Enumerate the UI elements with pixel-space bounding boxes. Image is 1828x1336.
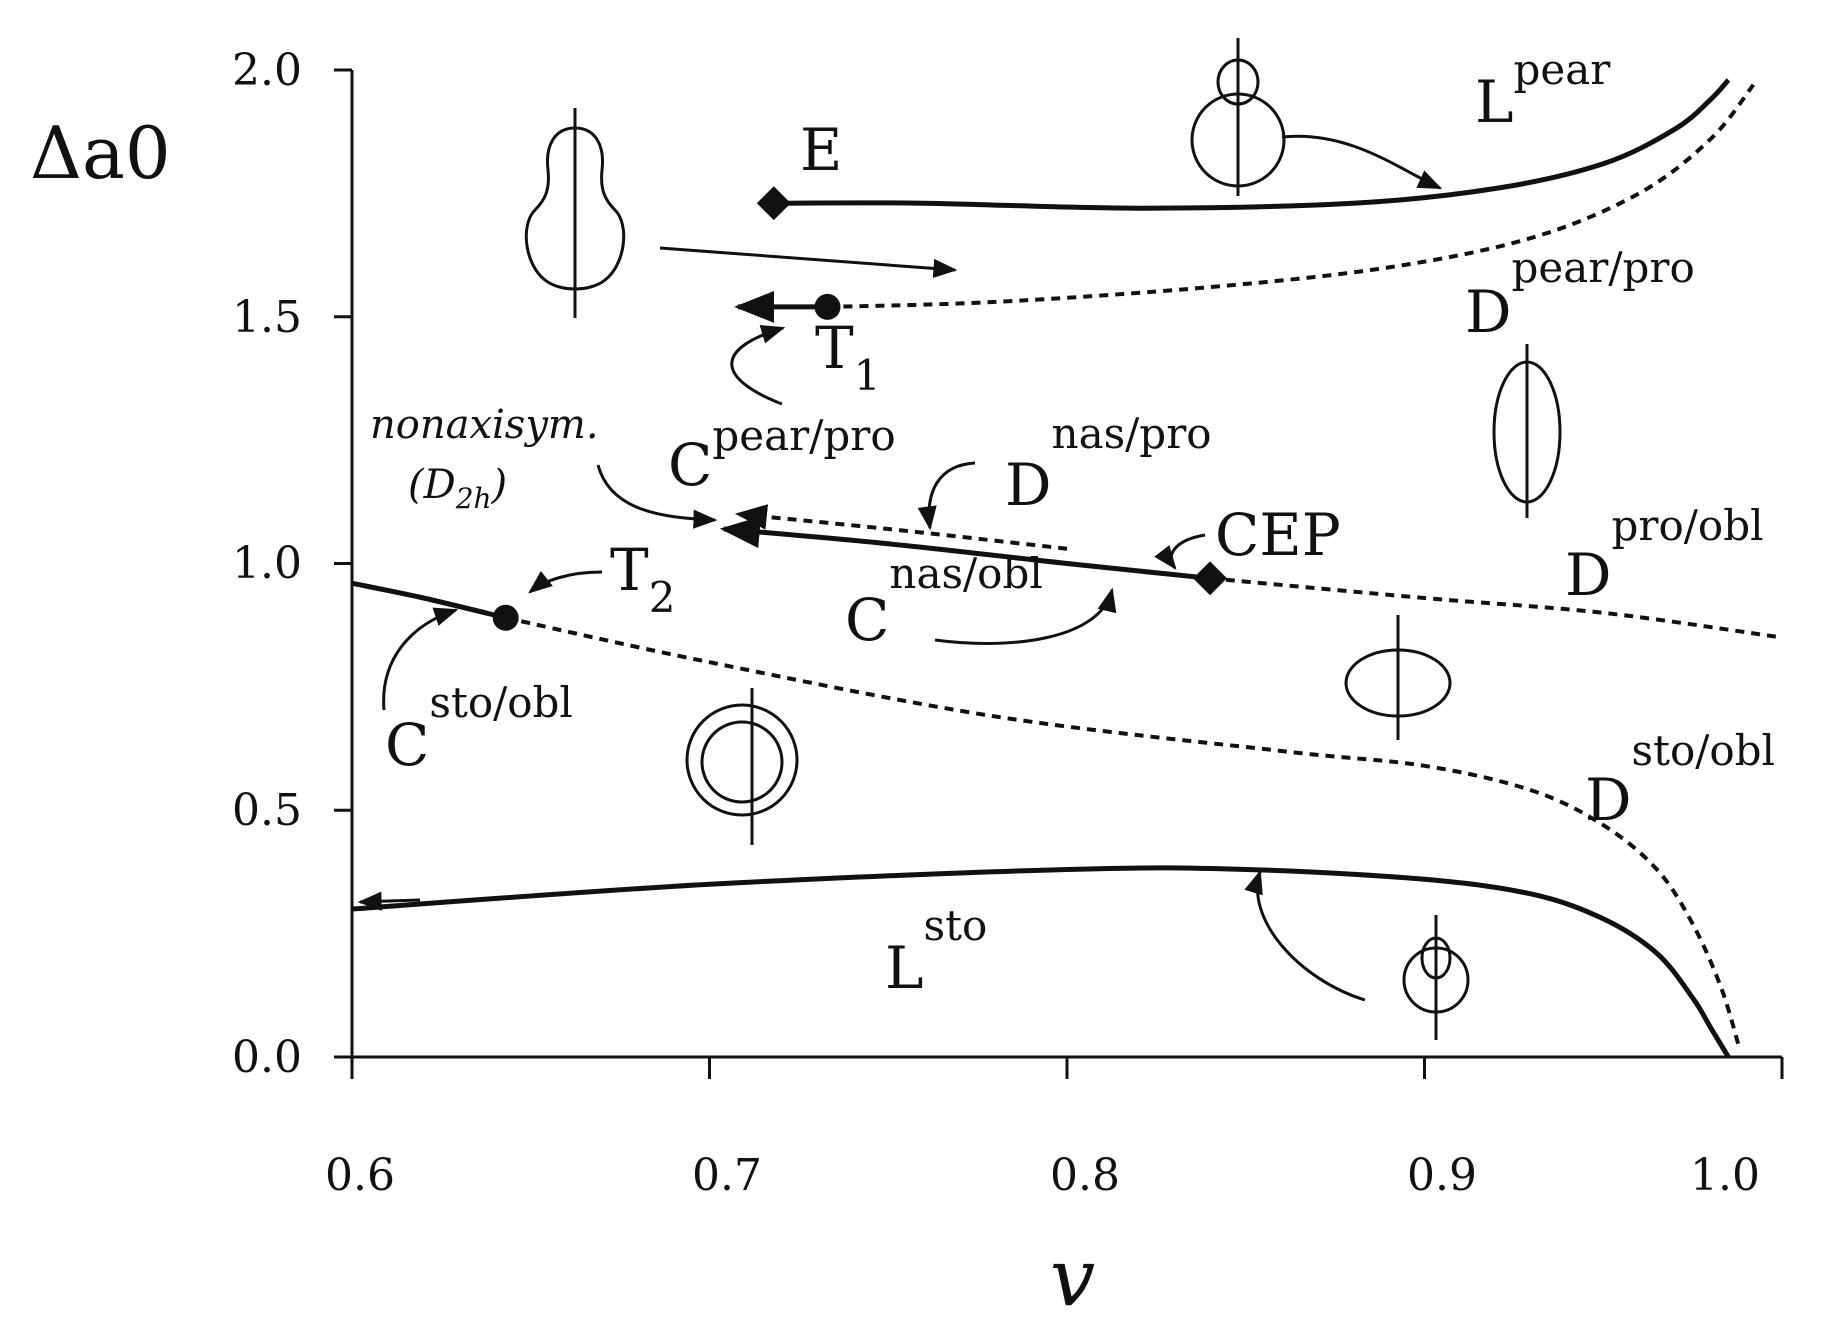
label-d-pro-obl: Dpro/obl [1565, 501, 1764, 609]
x-tick-label: 0.8 [1050, 1150, 1120, 1201]
label-d-pro-obl-main: D [1565, 541, 1612, 609]
label-l-pear: Lpear [1475, 45, 1611, 136]
label-l-sto-sup: sto [924, 901, 988, 950]
y-tick-label: 1.5 [232, 292, 302, 343]
arrow-l-pear-shape [1281, 134, 1443, 190]
label-t2: T2 [610, 536, 675, 622]
arrow-c-sto-obl [382, 607, 459, 711]
label-d-nas-pro-main: D [1005, 451, 1052, 519]
arrow-t2 [528, 570, 603, 594]
point-e-marker [756, 186, 791, 221]
series-line-l-sto [351, 865, 1731, 1059]
axis-ticks [334, 68, 1784, 1079]
label-c-nas-obl: Cnas/obl [845, 549, 1043, 654]
series-line-c-sto-obl [351, 580, 507, 621]
point-t1-marker [814, 293, 841, 320]
oblate-shape-icon [1344, 615, 1452, 740]
label-d2h-close: ) [491, 462, 508, 508]
point-t2-marker [492, 604, 519, 631]
label-t1: T1 [815, 314, 880, 400]
arrow-pear-to-right [659, 246, 958, 278]
label-d-pear-pro: Dpear/pro [1465, 243, 1695, 346]
y-tick-label: 2.0 [232, 45, 302, 96]
label-e: E [800, 116, 842, 184]
label-d-nas-pro-sup: nas/pro [1052, 409, 1212, 458]
x-axis-title: v [1050, 1231, 1095, 1324]
label-c-nas-obl-main: C [845, 586, 889, 654]
label-l-sto: Lsto [885, 901, 987, 1002]
y-tick-label: 0.0 [232, 1032, 302, 1083]
series-line-d-sto-obl [505, 615, 1742, 1048]
series-line-l-pear [773, 78, 1731, 211]
label-d-pear-pro-main: D [1465, 278, 1512, 346]
label-c-sto-obl-sup: sto/obl [429, 678, 572, 727]
arrow-t1 [730, 325, 786, 406]
stomatocyte-shape-icon [685, 688, 799, 845]
label-d-sto-obl-main: D [1585, 766, 1632, 834]
arrow-nonaxisym [596, 464, 718, 529]
label-c-pear-pro: Cpear/pro [668, 411, 896, 499]
arrow-cep [1154, 533, 1206, 570]
prolate-shape-icon [1492, 344, 1562, 518]
y-tick-labels: 0.0 0.5 1.0 1.5 2.0 [232, 45, 302, 1083]
label-c-sto-obl: Csto/obl [385, 678, 573, 779]
x-tick-labels: 0.6 0.7 0.8 0.9 1.0 [325, 1150, 1760, 1201]
label-l-sto-main: L [885, 934, 924, 1002]
label-t2-sub: 2 [649, 573, 676, 622]
arrow-l-sto-shape [1244, 869, 1366, 1002]
series-line-d-nas-pro [734, 504, 1068, 551]
label-c-pear-pro-sup: pear/pro [712, 411, 895, 460]
arrow-l-sto-left [357, 891, 421, 911]
label-nonaxisym: nonaxisym. [370, 402, 599, 448]
series-line-d-pro-obl [1209, 576, 1783, 640]
series-line-c-nas-obl [719, 516, 1211, 581]
x-tick-label: 1.0 [1690, 1150, 1760, 1201]
stomatocyte-small-icon [1402, 915, 1470, 1040]
x-tick-label: 0.6 [325, 1150, 395, 1201]
label-d-sto-obl-sup: sto/obl [1632, 726, 1775, 775]
arrow-c-nas-obl [934, 587, 1117, 645]
label-c-pear-pro-main: C [668, 431, 712, 499]
x-tick-label: 0.9 [1407, 1150, 1477, 1201]
label-c-sto-obl-main: C [385, 711, 429, 779]
label-d-sto-obl: Dsto/obl [1585, 726, 1775, 834]
arrow-d-nas-pro [917, 461, 976, 531]
label-l-pear-sup: pear [1514, 45, 1612, 94]
label-t1-main: T [815, 314, 854, 382]
label-d-nas-pro: Dnas/pro [1005, 409, 1212, 519]
pear-small-top-icon [1190, 38, 1286, 196]
label-d-pro-obl-sup: pro/obl [1612, 501, 1764, 550]
y-tick-label: 0.5 [232, 785, 302, 836]
pear-shape-icon [524, 108, 626, 318]
label-d-pear-pro-sup: pear/pro [1512, 243, 1695, 292]
y-axis-title: Δa0 [30, 111, 171, 195]
series-layer [351, 78, 1783, 1059]
points-layer [492, 186, 1227, 631]
label-t1-sub: 1 [854, 351, 881, 400]
label-c-nas-obl-sup: nas/obl [889, 549, 1042, 598]
label-d2h-sub: 2h [455, 482, 492, 515]
x-tick-label: 0.7 [692, 1150, 762, 1201]
label-d2h: (D2h) [408, 462, 507, 515]
label-l-pear-main: L [1475, 68, 1514, 136]
y-tick-label: 1.0 [232, 538, 302, 589]
point-cep-marker [1193, 561, 1227, 596]
label-d2h-main: (D [408, 462, 456, 508]
label-cep: CEP [1215, 501, 1341, 569]
label-t2-main: T [610, 536, 649, 604]
